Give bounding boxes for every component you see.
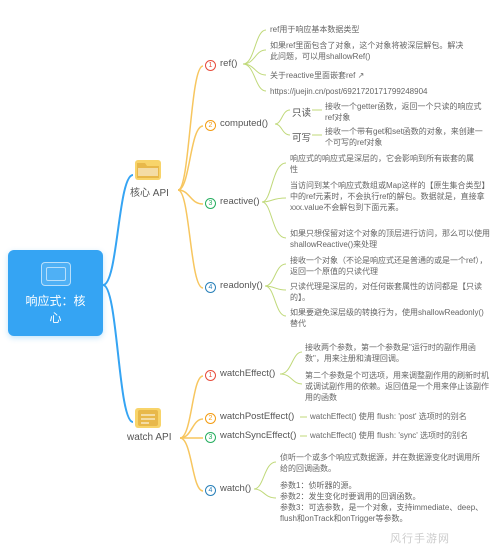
root-label: 响应式：核心 [24, 292, 87, 326]
desc: 如果ref里面包含了对象，这个对象将被深层解包。解决此问题，可以用shallow… [270, 40, 470, 62]
leaf-num-computed: 2 [205, 120, 216, 131]
leaf-watcheffect[interactable]: watchEffect() [220, 368, 275, 379]
watermark: 风行手游网 [390, 530, 450, 546]
desc: watchEffect() 使用 flush: 'post' 选项时的别名 [310, 411, 495, 422]
sub-readonly[interactable]: 只读 [292, 105, 311, 119]
leaf-num-watcheffect: 1 [205, 370, 216, 381]
leaf-computed[interactable]: computed() [220, 118, 268, 129]
leaf-num-watchpost: 2 [205, 413, 216, 424]
branch-label-core[interactable]: 核心 API [130, 184, 169, 199]
leaf-watchsync[interactable]: watchSyncEffect() [220, 430, 296, 441]
desc: 如果只想保留对这个对象的顶层进行访问，那么可以使用shallowReactive… [290, 228, 490, 250]
leaf-num-watch: 4 [205, 485, 216, 496]
desc: 侦听一个或多个响应式数据源，并在数据源变化时调用所给的回调函数。 [280, 452, 480, 474]
desc: 接收一个对象（不论是响应式还是普通的或是一个ref），返回一个原值的只读代理 [290, 255, 490, 277]
leaf-watchpost[interactable]: watchPostEffect() [220, 411, 294, 422]
leaf-reactive[interactable]: reactive() [220, 196, 260, 207]
leaf-num-watchsync: 3 [205, 432, 216, 443]
leaf-num-readonly: 4 [205, 282, 216, 293]
desc: 接收两个参数，第一个参数是"运行时的副作用函数"，用来注册和清理回调。 [305, 342, 490, 364]
leaf-ref[interactable]: ref() [220, 58, 237, 69]
desc: 第二个参数是个可选项，用来调整副作用的刷新时机或调试副作用的依赖。返回值是一个用… [305, 370, 495, 403]
mindmap-container: 响应式：核心 核心 API watch API 1 ref() ref用于响应基… [0, 0, 500, 546]
sub-writable[interactable]: 可写 [292, 130, 311, 144]
desc: 接收一个带有get和set函数的对象，来创建一个可写的ref对象 [325, 126, 490, 148]
desc-link[interactable]: 关于reactive里面嵌套ref ↗ [270, 70, 460, 81]
desc: ref用于响应基本数据类型 [270, 24, 460, 35]
leaf-num-ref: 1 [205, 60, 216, 71]
root-node[interactable]: 响应式：核心 [8, 250, 103, 336]
leaf-watch[interactable]: watch() [220, 483, 251, 494]
leaf-num-reactive: 3 [205, 198, 216, 209]
desc: watchEffect() 使用 flush: 'sync' 选项时的别名 [310, 430, 495, 441]
note-icon-watch [135, 408, 161, 428]
folder-icon-core [135, 160, 161, 180]
desc-url[interactable]: https://juejin.cn/post/69217201717992489… [270, 86, 490, 97]
desc: 当访问到某个响应式数组或Map这样的【原生集合类型】中的ref元素时，不会执行r… [290, 180, 490, 213]
leaf-readonly[interactable]: readonly() [220, 280, 263, 291]
desc: 接收一个getter函数，返回一个只读的响应式ref对象 [325, 101, 490, 123]
desc: 如果要避免深层级的转换行为，使用shallowReadonly()替代 [290, 307, 490, 329]
printer-icon [41, 262, 71, 286]
desc: 参数1：侦听器的源。 参数2：发生变化时要调用的回调函数。 参数3：可选参数，是… [280, 480, 490, 524]
branch-label-watch[interactable]: watch API [127, 432, 171, 443]
desc: 响应式的响应式是深层的，它会影响到所有嵌套的属性 [290, 153, 480, 175]
desc: 只读代理是深层的，对任何嵌套属性的访问都是【只读的】。 [290, 281, 490, 303]
